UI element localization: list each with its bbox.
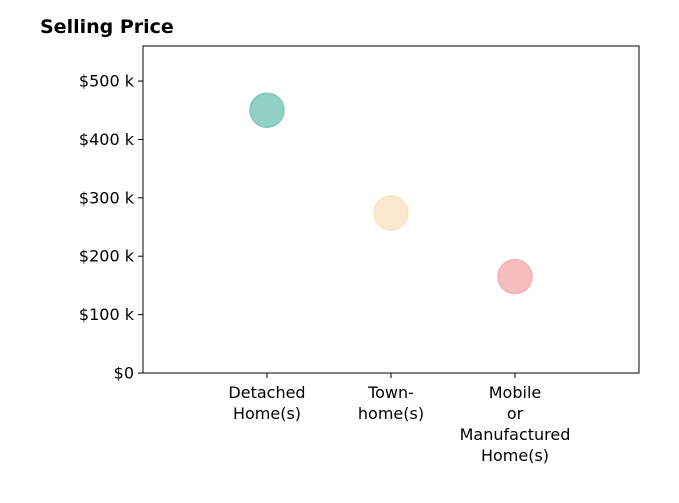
- data-point: [497, 258, 533, 295]
- chart-title: Selling Price: [40, 16, 174, 38]
- x-tick-label: Town-home(s): [358, 383, 424, 423]
- data-points: [249, 92, 533, 295]
- y-tick-label: $200 k: [79, 247, 135, 266]
- x-tick-label-line: Manufactured: [460, 425, 571, 444]
- x-tick-label-line: home(s): [358, 404, 424, 423]
- x-tick-label-line: Home(s): [481, 446, 549, 465]
- y-tick-label: $100 k: [79, 305, 135, 324]
- x-tick-label-line: Detached: [228, 383, 305, 402]
- y-axis: $0 $100 k $200 k $300 k $400 k $500 k: [79, 72, 143, 383]
- data-point: [249, 92, 285, 128]
- x-axis: Detached Home(s) Town-home(s) Mobile or Manuf…: [228, 373, 570, 465]
- y-tick-label: $300 k: [79, 188, 135, 207]
- x-tick-label-line: Mobile: [489, 383, 541, 402]
- y-tick-label: $500 k: [79, 72, 135, 91]
- y-tick-label: $0: [114, 364, 134, 383]
- x-tick-label-line: or: [507, 404, 524, 423]
- y-tick-label: $400 k: [79, 130, 135, 149]
- x-tick-label-line: Home(s): [233, 404, 301, 423]
- x-tick-label: Detached Home(s): [228, 383, 305, 423]
- x-tick-label: Mobile or Manufactured Home(s): [460, 383, 571, 465]
- x-tick-label-line: Town-: [367, 383, 414, 402]
- data-point: [373, 195, 409, 231]
